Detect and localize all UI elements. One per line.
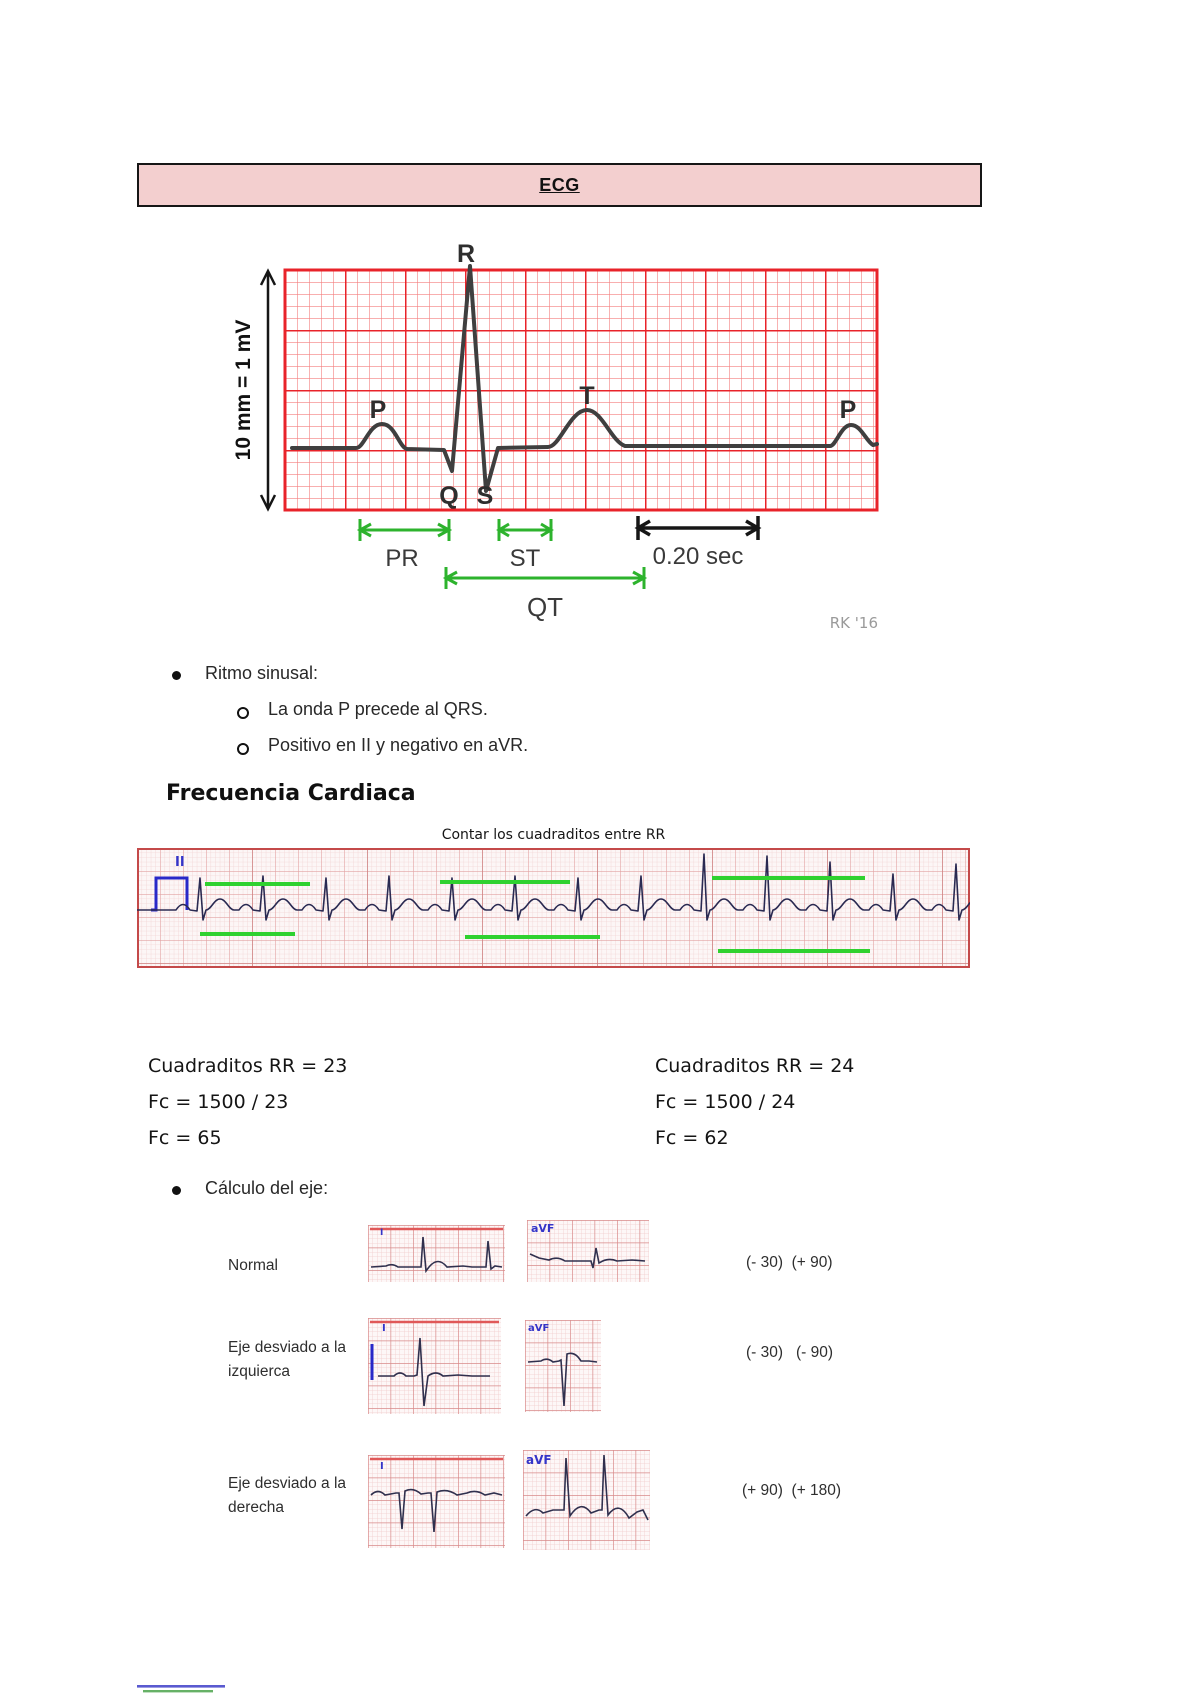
- axis-row-label-right: Eje desviado a la derecha: [228, 1472, 346, 1520]
- axis-label-line1: Eje desviado a la: [228, 1475, 347, 1492]
- axis-row-label-left: Eje desviado a la izquierca: [228, 1336, 346, 1384]
- mini-ecg-trace: [525, 1454, 649, 1521]
- mini-ecg-trace: [370, 1488, 503, 1533]
- axis-row-label-normal: Normal: [228, 1257, 278, 1274]
- sinus-rhythm-title: Ritmo sinusal:: [205, 663, 319, 683]
- axis-normal-lead1-image: I: [368, 1225, 505, 1282]
- ecg-waveform-diagram: 10 mm = 1 mV R P T P Q S PR ST 0.20 sec …: [232, 240, 879, 632]
- s-wave-label: S: [477, 482, 494, 510]
- mini-ecg-trace: [529, 1247, 646, 1269]
- axis-label-line2: izquierca: [228, 1363, 291, 1380]
- axis-section-title: Cálculo del eje:: [205, 1178, 329, 1198]
- artist-signature: RK '16: [830, 614, 878, 632]
- lead-i-label: I: [380, 1461, 384, 1472]
- time-scale-arrow: [634, 516, 762, 540]
- qt-label: QT: [527, 592, 563, 622]
- q-wave-label: Q: [439, 482, 458, 510]
- rate-calc-left: Cuadraditos RR = 23 Fc = 1500 / 23 Fc = …: [148, 1048, 347, 1156]
- pr-label: PR: [385, 545, 418, 572]
- mv-scale-label: 10 mm = 1 mV: [232, 320, 255, 461]
- mini-ecg-trace: [370, 1236, 503, 1274]
- calc-line: Cuadraditos RR = 23: [148, 1055, 348, 1077]
- axis-label-line1: Eje desviado a la: [228, 1339, 347, 1356]
- axis-range-normal: (- 30) (+ 90): [746, 1254, 833, 1271]
- lead-i-label: I: [382, 1323, 386, 1334]
- time-scale-label: 0.20 sec: [653, 543, 744, 570]
- t-wave-label: T: [579, 382, 594, 410]
- axis-label-line2: derecha: [228, 1499, 285, 1516]
- p-wave-label-right: P: [840, 396, 857, 424]
- strip-caption: Contar los cuadraditos entre RR: [441, 827, 666, 843]
- calc-line: Fc = 65: [148, 1127, 222, 1149]
- cropped-next-figure: [137, 1685, 225, 1693]
- bullet-circle: [237, 707, 249, 719]
- r-wave-label: R: [457, 240, 475, 268]
- ecg-grid: [283, 268, 879, 512]
- calc-line: Fc = 1500 / 23: [148, 1091, 289, 1113]
- lead-ii-label: II: [175, 855, 185, 870]
- axis-left-lead1-image: I: [368, 1318, 501, 1414]
- sinus-rhythm-item-2: Positivo en II y negativo en aVR.: [268, 735, 529, 755]
- bullet-circle: [237, 743, 249, 755]
- rate-calc-right: Cuadraditos RR = 24 Fc = 1500 / 24 Fc = …: [655, 1048, 854, 1156]
- p-wave-label: P: [370, 396, 387, 424]
- axis-right-lead2-image: aVF: [523, 1450, 650, 1550]
- pr-interval-arrow: [356, 519, 453, 541]
- lead-avf-label: aVF: [531, 1222, 554, 1235]
- rhythm-strip-image: II: [137, 848, 970, 968]
- axis-left-lead2-image: aVF: [525, 1320, 601, 1412]
- calc-line: Fc = 62: [655, 1127, 729, 1149]
- axis-normal-lead2-image: aVF: [527, 1220, 649, 1282]
- lead-avf-label: aVF: [526, 1453, 552, 1467]
- qt-interval-arrow: [442, 567, 648, 589]
- axis-range-right: (+ 90) (+ 180): [742, 1482, 842, 1499]
- rr-marker-bars: [200, 876, 870, 953]
- calc-line: Fc = 1500 / 24: [655, 1091, 796, 1113]
- ecg-trace: [290, 264, 879, 493]
- axis-range-left: (- 30) (- 90): [746, 1344, 833, 1361]
- bullet-dot: [172, 1186, 181, 1195]
- strip-ecg-trace: [137, 853, 970, 921]
- bullet-dot: [172, 671, 181, 680]
- sinus-rhythm-item-1: La onda P precede al QRS.: [268, 699, 488, 719]
- mv-scale-arrow: [259, 268, 277, 512]
- st-interval-arrow: [496, 519, 554, 541]
- heart-rate-heading: Frecuencia Cardiaca: [166, 781, 416, 806]
- title-banner: ECG: [137, 163, 982, 207]
- page-title: ECG: [539, 174, 580, 195]
- lead-avf-label: aVF: [528, 1323, 549, 1334]
- calc-line: Cuadraditos RR = 24: [655, 1055, 855, 1077]
- strip-grid: [137, 848, 970, 968]
- axis-right-lead1-image: I: [368, 1455, 505, 1548]
- lead-i-label: I: [380, 1228, 383, 1238]
- mini-ecg-trace: [378, 1337, 490, 1407]
- st-label: ST: [510, 545, 541, 572]
- mini-ecg-trace: [527, 1352, 598, 1407]
